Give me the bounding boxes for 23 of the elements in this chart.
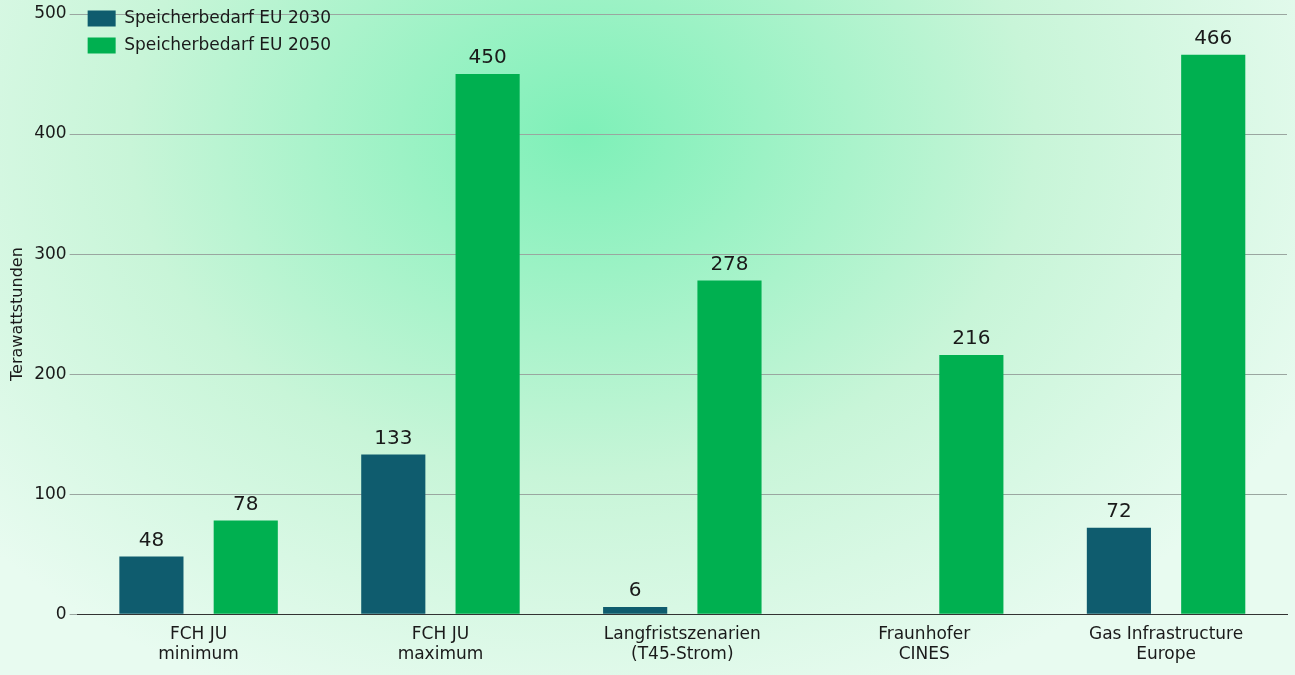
data-label: 72	[1106, 497, 1132, 522]
y-tick-label: 100	[34, 482, 67, 503]
y-tick-label: 400	[34, 122, 67, 143]
legend-label: Speicherbedarf EU 2030	[124, 6, 332, 27]
x-tick-label: FCH JU minimum	[158, 622, 239, 664]
y-tick-label: 200	[34, 362, 67, 383]
x-tick-label: FCH JU maximum	[397, 622, 484, 664]
y-tick-label: 500	[34, 2, 67, 23]
x-tick-label: Gas Infrastructure Europe	[1088, 622, 1244, 664]
data-label: 6	[628, 577, 642, 602]
data-label: 466	[1194, 25, 1233, 50]
y-tick-label: 300	[34, 242, 67, 263]
data-label: 48	[138, 526, 165, 551]
x-tick-label: Langfristszenarien (T45-Strom)	[603, 622, 761, 664]
data-label: 78	[233, 490, 259, 515]
data-label: 216	[952, 325, 991, 350]
y-axis-title: Terawattstunden	[6, 247, 26, 382]
x-tick-label: Fraunhofer CINES	[878, 622, 971, 664]
data-label: 450	[468, 44, 507, 69]
legend-label: Speicherbedarf EU 2050	[124, 33, 332, 54]
y-tick-label: 0	[55, 602, 67, 623]
data-label: 133	[374, 424, 413, 449]
data-label: 278	[710, 250, 749, 275]
